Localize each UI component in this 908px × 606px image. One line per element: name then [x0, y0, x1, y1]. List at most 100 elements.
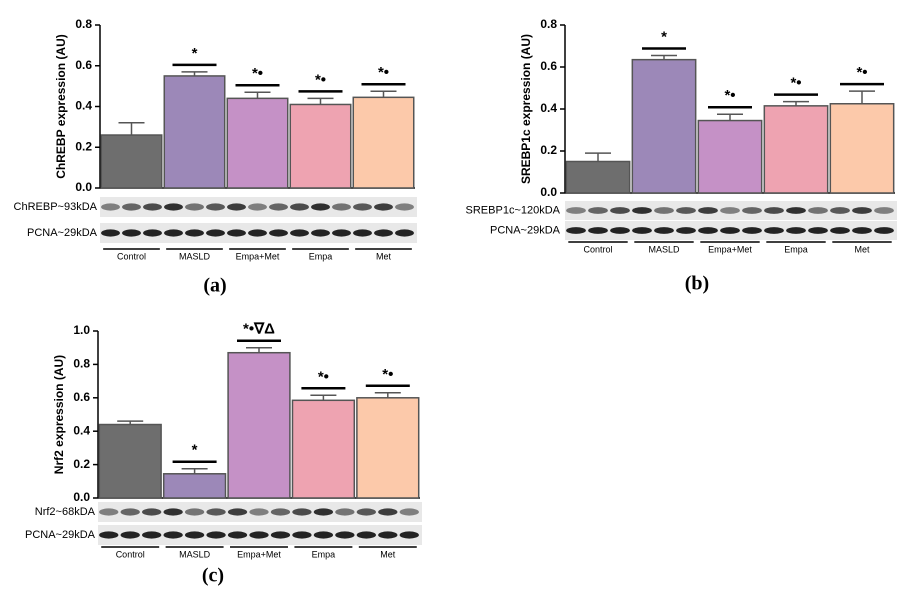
significance-mark: * — [192, 45, 198, 62]
blot-band — [654, 227, 674, 234]
blot-band — [874, 227, 894, 234]
significance-mark: *•∇Δ — [243, 321, 275, 338]
blot-band — [676, 227, 696, 234]
blot-strip — [98, 502, 422, 522]
blot-band — [290, 203, 309, 211]
blot-band — [311, 229, 330, 237]
blot-band — [313, 531, 334, 539]
blot-band — [206, 508, 226, 516]
y-tick-label: 0.2 — [75, 139, 92, 153]
blot-band — [399, 508, 419, 516]
y-tick-label: 0.8 — [540, 17, 557, 31]
significance-mark: *• — [382, 366, 393, 383]
blot-band — [290, 229, 309, 237]
blot-band — [164, 229, 183, 237]
blot-band — [142, 508, 162, 516]
y-tick-label: 0.6 — [540, 59, 557, 73]
bar — [100, 134, 163, 189]
group-label: MASLD — [179, 549, 211, 559]
blot-band — [163, 531, 183, 539]
group-label: Control — [116, 549, 145, 559]
blot-band — [764, 227, 784, 234]
panel-label: (a) — [203, 275, 226, 297]
blot-band — [185, 229, 204, 237]
blot-band — [566, 227, 586, 234]
blot-band — [632, 227, 652, 234]
blot-band — [335, 531, 355, 539]
blot-band — [353, 229, 372, 237]
blot-band — [378, 508, 398, 516]
y-tick-label: 0.6 — [75, 58, 92, 72]
blot-band — [808, 207, 828, 214]
y-tick-label: 0.0 — [73, 490, 90, 504]
blot-band — [184, 508, 205, 516]
group-label: Met — [380, 549, 396, 559]
blot-band — [378, 531, 398, 539]
y-tick-label: 0.2 — [540, 143, 557, 157]
blot-band — [185, 203, 204, 211]
blot-label: ChREBP~93kDA — [14, 201, 98, 213]
significance-mark: *• — [790, 75, 801, 92]
group-label: Empa+Met — [236, 251, 280, 261]
blot-band — [808, 227, 828, 234]
bar — [763, 105, 829, 194]
significance-mark: *• — [318, 368, 329, 385]
group-label: Met — [376, 251, 392, 261]
blot-band — [227, 508, 248, 516]
group-label: Met — [854, 244, 870, 254]
blot-band — [852, 207, 872, 214]
bar — [226, 97, 289, 189]
blot-band — [332, 203, 351, 211]
blot-band — [101, 229, 120, 237]
blot-band — [852, 227, 872, 234]
group-label: Empa+Met — [708, 244, 752, 254]
blot-band — [227, 531, 248, 539]
y-tick-label: 0.4 — [73, 423, 90, 437]
blot-strip — [565, 201, 897, 220]
blot-band — [292, 531, 312, 539]
significance-mark: *• — [378, 64, 389, 81]
y-tick-label: 0.4 — [540, 101, 557, 115]
panel-label: (b) — [685, 273, 709, 295]
y-tick-label: 0.0 — [75, 180, 92, 194]
blot-label: SREBP1c~120kDA — [466, 204, 561, 216]
blot-band — [742, 207, 762, 214]
blot-band — [311, 203, 330, 211]
blot-band — [249, 508, 269, 516]
bar — [631, 58, 697, 194]
blot-band — [632, 207, 652, 214]
significance-mark: *• — [252, 65, 263, 82]
bar — [565, 160, 631, 194]
blot-band — [395, 203, 414, 211]
blot-band — [99, 508, 119, 516]
blot-band — [206, 531, 226, 539]
blot-band — [720, 227, 740, 234]
group-label: Empa — [312, 549, 336, 559]
blot-band — [395, 229, 414, 237]
blot-band — [122, 229, 141, 237]
blot-band — [248, 203, 267, 211]
blot-band — [142, 531, 162, 539]
blot-band — [566, 207, 586, 214]
blot-band — [374, 203, 393, 211]
group-label: Empa — [784, 244, 808, 254]
blot-band — [122, 203, 141, 211]
significance-mark: *• — [856, 64, 867, 81]
blot-band — [335, 508, 355, 516]
blot-band — [248, 229, 267, 237]
blot-band — [249, 531, 269, 539]
blot-band — [227, 203, 246, 211]
blot-band — [353, 203, 372, 211]
blot-band — [227, 229, 246, 237]
blot-strip — [100, 197, 417, 217]
blot-band — [292, 508, 312, 516]
blot-band — [610, 227, 630, 234]
blot-band — [143, 203, 162, 211]
bar — [697, 119, 763, 194]
significance-mark: *• — [724, 87, 735, 104]
y-tick-label: 1.0 — [73, 323, 90, 337]
blot-band — [830, 227, 850, 234]
y-axis-label: Nrf2 expression (AU) — [52, 355, 66, 474]
blot-band — [374, 229, 393, 237]
